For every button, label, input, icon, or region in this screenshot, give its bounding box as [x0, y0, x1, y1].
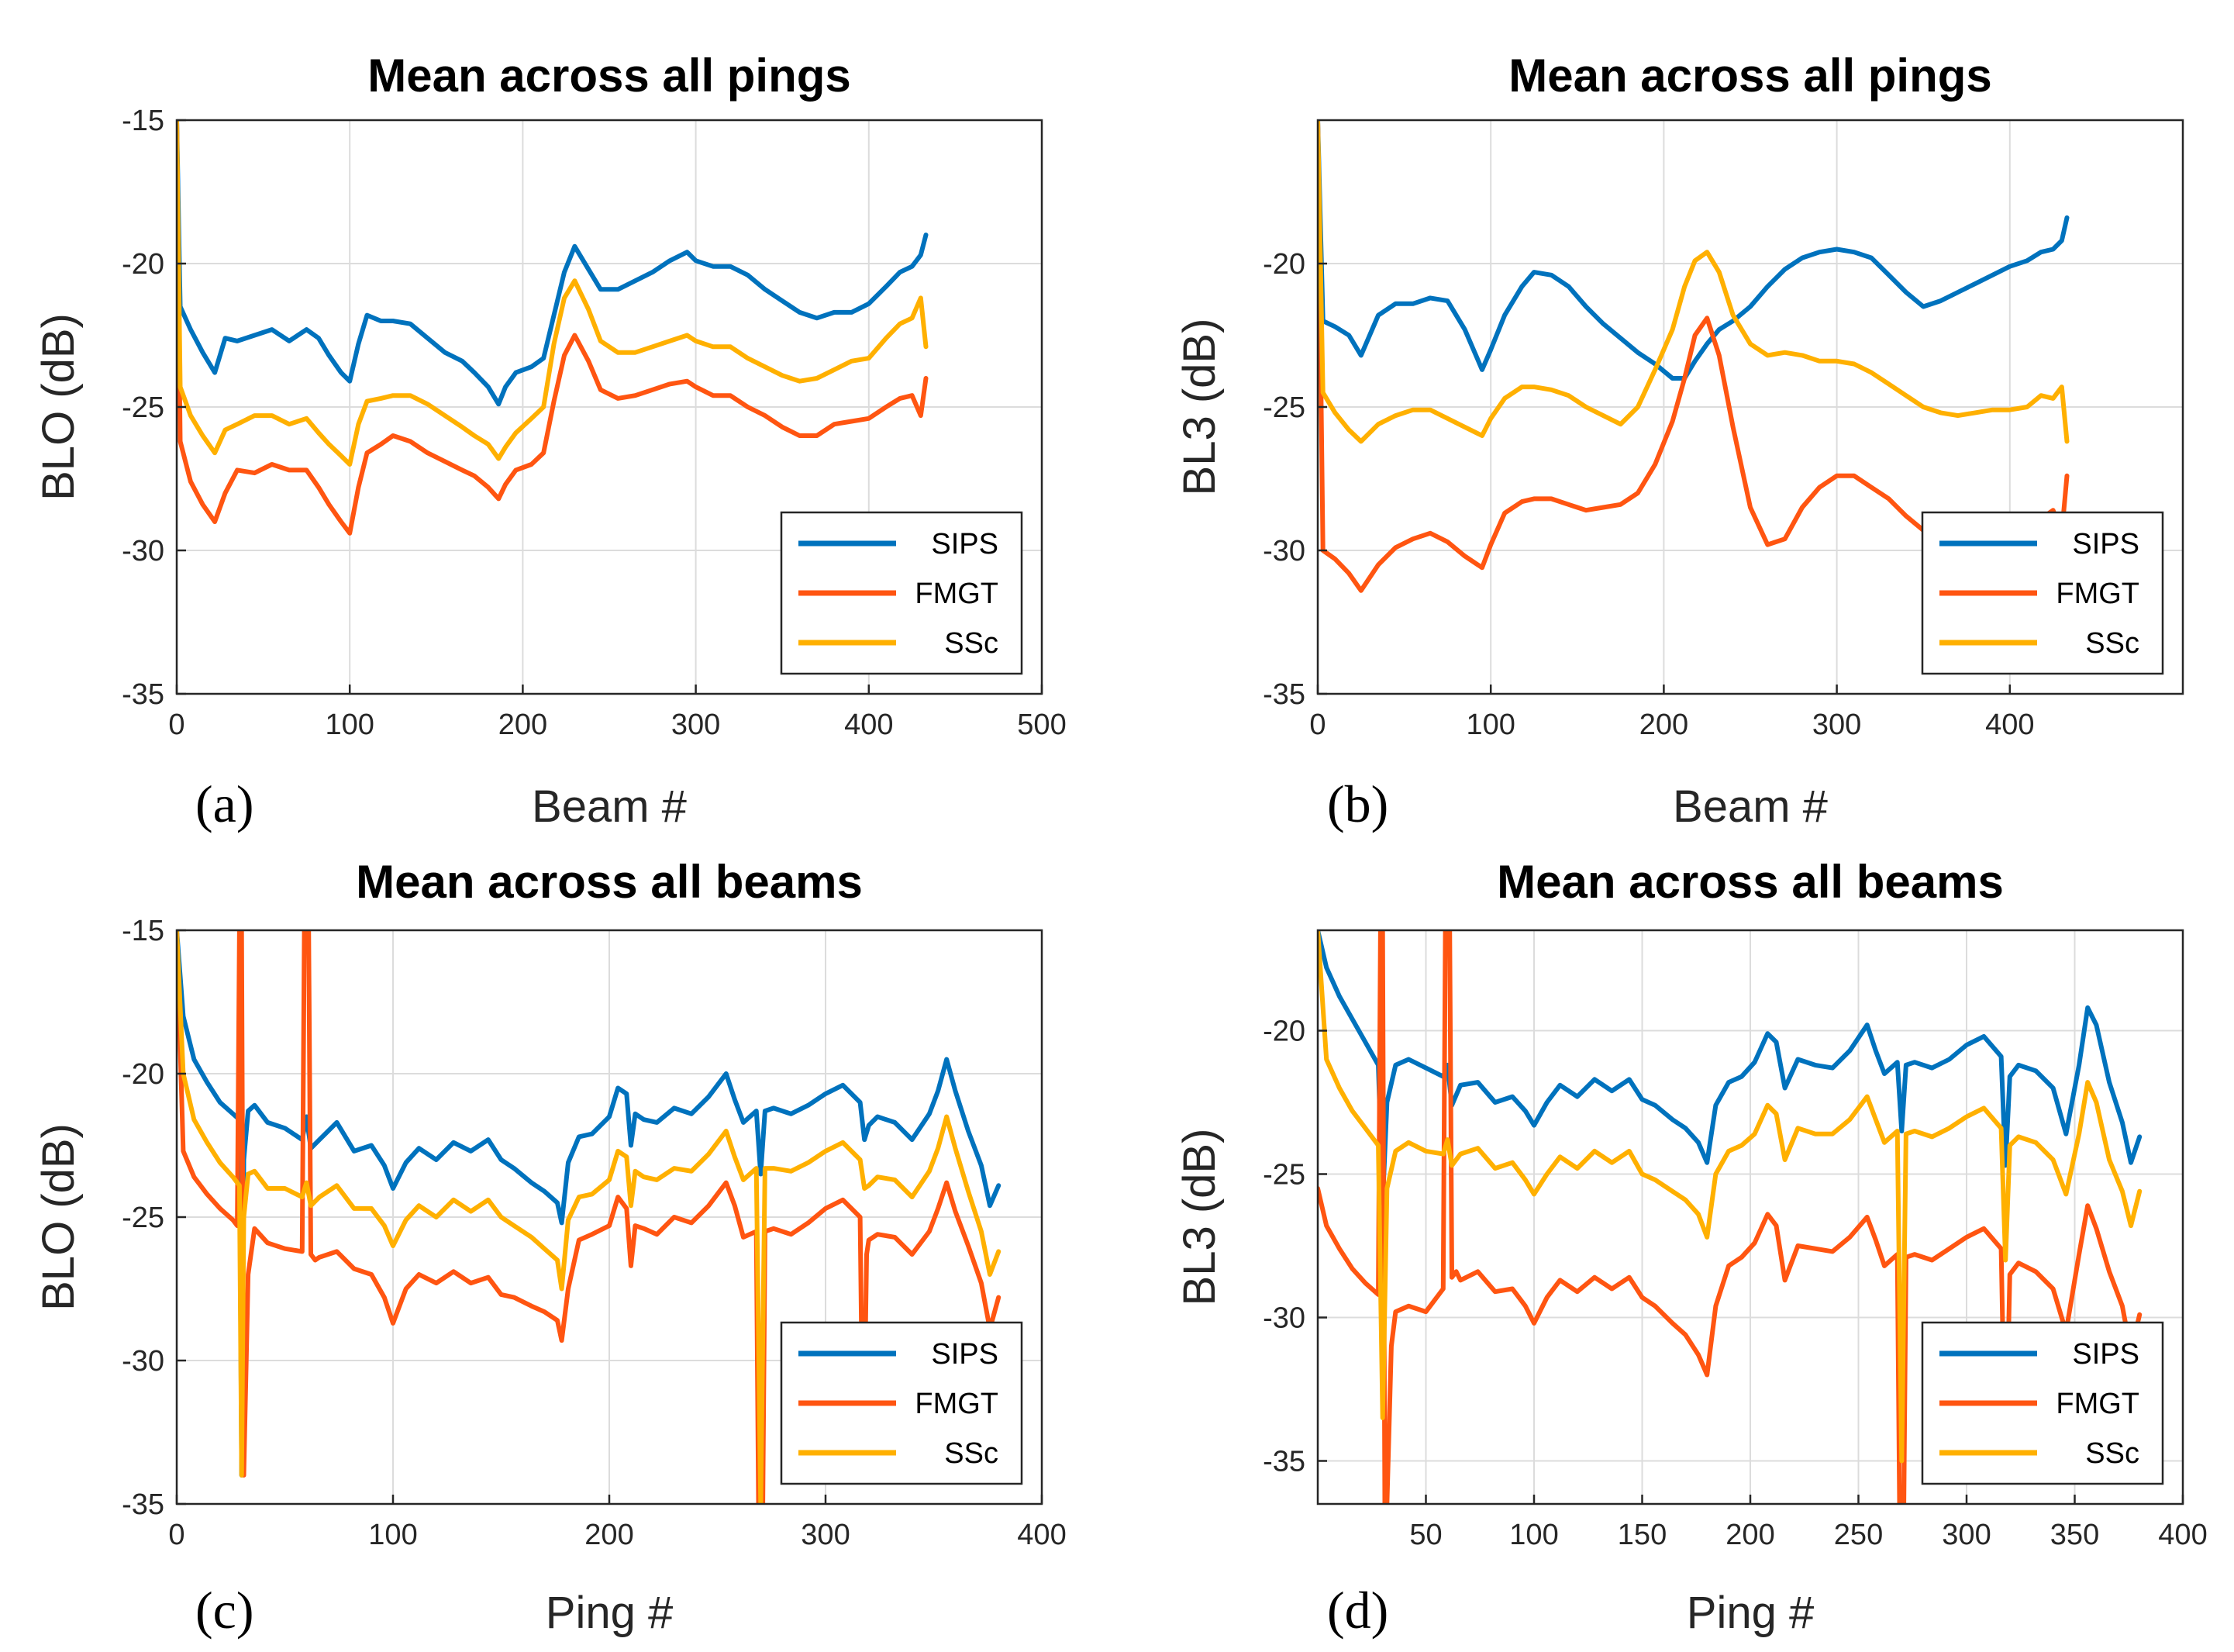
y-tick-label-a-3: -20 [122, 248, 164, 281]
y-tick-label-c-1: -30 [122, 1345, 164, 1378]
x-tick-label-a-2: 200 [498, 709, 547, 741]
x-tick-label-d-6: 350 [2050, 1519, 2099, 1551]
x-tick-label-d-1: 100 [1509, 1519, 1558, 1551]
y-tick-label-a-1: -30 [122, 535, 164, 567]
panel-c-xlabel: Ping # [546, 1588, 673, 1638]
x-tick-label-c-0: 0 [168, 1519, 184, 1551]
x-tick-label-d-0: 50 [1409, 1519, 1442, 1551]
series-line-c-ssc [177, 930, 1002, 1504]
x-tick-label-c-1: 100 [368, 1519, 417, 1551]
x-tick-label-d-5: 300 [1942, 1519, 1991, 1551]
y-tick-label-c-2: -25 [122, 1202, 164, 1234]
panel-c-ylabel: BLO (dB) [33, 1123, 84, 1311]
panel-b-letter: (b) [1327, 774, 1388, 833]
panel-c: Mean across all beams Ping # BLO (dB) (c… [33, 856, 1067, 1640]
legend-label-b-sips: SIPS [2072, 528, 2139, 560]
panel-b-ylabel: BL3 (dB) [1174, 319, 1225, 496]
x-tick-label-c-4: 400 [1017, 1519, 1066, 1551]
panel-d: Mean across all beams Ping # BL3 (dB) (d… [1174, 856, 2208, 1640]
x-tick-label-a-4: 400 [844, 709, 893, 741]
panel-c-title: Mean across all beams [356, 856, 863, 908]
x-tick-label-a-0: 0 [168, 709, 184, 741]
x-tick-label-b-0: 0 [1309, 709, 1326, 741]
y-tick-label-a-4: -15 [122, 105, 164, 137]
panel-a-title: Mean across all pings [367, 50, 851, 102]
panel-d-ylabel: BL3 (dB) [1174, 1129, 1225, 1306]
legend-label-b-fmgt: FMGT [2056, 578, 2139, 610]
legend-label-c-sips: SIPS [931, 1338, 998, 1371]
y-tick-label-d-3: -20 [1263, 1016, 1305, 1048]
series-line-a-fmgt [177, 120, 929, 536]
x-tick-label-d-2: 150 [1618, 1519, 1667, 1551]
panel-c-letter: (c) [195, 1581, 253, 1640]
series-line-a-sips [177, 120, 929, 407]
series-line-a-ssc [177, 120, 929, 467]
panel-a-ylabel: BLO (dB) [33, 313, 84, 501]
panel-b-title: Mean across all pings [1508, 50, 1992, 102]
x-tick-label-b-3: 300 [1812, 709, 1861, 741]
legend-label-c-ssc: SSc [944, 1437, 998, 1470]
legend-label-d-ssc: SSc [2085, 1437, 2139, 1470]
y-tick-label-d-2: -25 [1263, 1159, 1305, 1192]
y-tick-label-c-4: -15 [122, 915, 164, 947]
x-tick-label-d-4: 250 [1834, 1519, 1883, 1551]
x-tick-label-d-3: 200 [1725, 1519, 1774, 1551]
y-tick-label-b-0: -35 [1263, 678, 1305, 711]
legend-label-a-fmgt: FMGT [915, 578, 998, 610]
x-tick-label-a-3: 300 [671, 709, 720, 741]
legend-label-b-ssc: SSc [2085, 627, 2139, 660]
legend-label-a-sips: SIPS [931, 528, 998, 560]
x-tick-label-a-1: 100 [325, 709, 374, 741]
x-tick-label-b-2: 200 [1639, 709, 1688, 741]
panel-d-title: Mean across all beams [1497, 856, 2004, 908]
panel-a-letter: (a) [195, 774, 253, 833]
legend-label-c-fmgt: FMGT [915, 1388, 998, 1420]
y-tick-label-c-3: -20 [122, 1058, 164, 1091]
x-tick-label-c-3: 300 [801, 1519, 850, 1551]
x-tick-label-b-1: 100 [1466, 709, 1515, 741]
series-line-b-ssc [1318, 120, 2070, 444]
panel-d-xlabel: Ping # [1687, 1588, 1814, 1638]
x-tick-label-a-5: 500 [1017, 709, 1066, 741]
y-tick-label-d-1: -30 [1263, 1302, 1305, 1335]
y-tick-label-a-2: -25 [122, 391, 164, 424]
series-line-d-ssc [1318, 930, 2143, 1464]
x-tick-label-c-2: 200 [584, 1519, 633, 1551]
panel-a: Mean across all pings Beam # BLO (dB) (a… [33, 50, 1067, 833]
y-tick-label-c-0: -35 [122, 1488, 164, 1521]
series-line-b-sips [1318, 120, 2070, 381]
legend-label-a-ssc: SSc [944, 627, 998, 660]
y-tick-label-d-0: -35 [1263, 1446, 1305, 1478]
legend-label-d-sips: SIPS [2072, 1338, 2139, 1371]
series-line-c-sips [177, 930, 1002, 1478]
y-tick-label-a-0: -35 [122, 678, 164, 711]
y-tick-label-b-2: -25 [1263, 391, 1305, 424]
panel-b: Mean across all pings Beam # BL3 (dB) (b… [1174, 50, 2184, 833]
panel-d-letter: (d) [1327, 1581, 1388, 1640]
x-tick-label-b-4: 400 [1985, 709, 2034, 741]
y-tick-label-b-1: -30 [1263, 535, 1305, 567]
panel-a-xlabel: Beam # [532, 781, 687, 832]
legend-label-d-fmgt: FMGT [2056, 1388, 2139, 1420]
x-tick-label-d-7: 400 [2158, 1519, 2207, 1551]
y-tick-label-b-3: -20 [1263, 248, 1305, 281]
panel-b-xlabel: Beam # [1673, 781, 1828, 832]
